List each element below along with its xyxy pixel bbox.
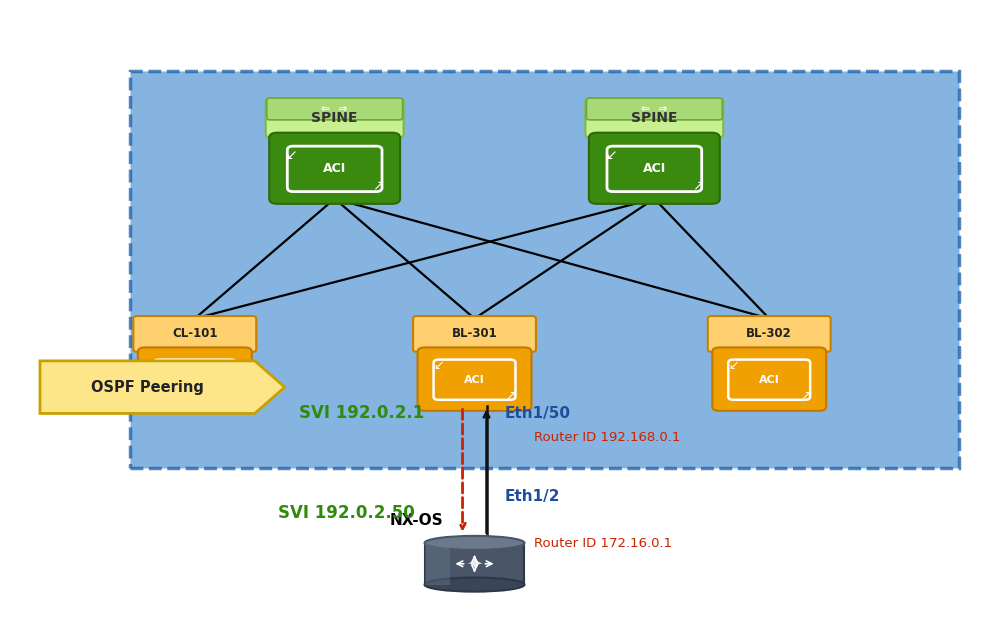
Text: CL-101: CL-101 (172, 328, 218, 340)
Text: ACI: ACI (642, 162, 666, 176)
Text: BL-301: BL-301 (452, 328, 498, 340)
Text: ↗: ↗ (373, 178, 385, 192)
FancyBboxPatch shape (418, 347, 531, 411)
Text: NX-OS: NX-OS (390, 513, 444, 528)
FancyBboxPatch shape (586, 98, 722, 120)
Text: SPINE: SPINE (312, 111, 358, 125)
Text: ACI: ACI (323, 162, 347, 176)
Text: SVI 192.0.2.1: SVI 192.0.2.1 (300, 404, 425, 422)
Text: ✦: ✦ (467, 554, 483, 573)
FancyBboxPatch shape (585, 99, 723, 137)
Text: ↙: ↙ (154, 359, 164, 372)
Polygon shape (40, 361, 285, 413)
Text: SVI 192.0.2.50: SVI 192.0.2.50 (278, 504, 415, 522)
FancyBboxPatch shape (414, 316, 535, 352)
Text: ACI: ACI (465, 375, 485, 385)
Text: ACI: ACI (759, 375, 779, 385)
Text: ACI: ACI (185, 375, 205, 385)
Text: ↗: ↗ (800, 390, 810, 403)
FancyBboxPatch shape (425, 543, 524, 585)
Text: ⇐  ⇒: ⇐ ⇒ (641, 104, 667, 114)
Text: ↙: ↙ (434, 359, 444, 372)
Text: ↗: ↗ (692, 178, 704, 192)
FancyBboxPatch shape (712, 347, 826, 411)
Ellipse shape (425, 578, 524, 592)
FancyBboxPatch shape (270, 133, 400, 204)
FancyBboxPatch shape (134, 316, 256, 352)
FancyBboxPatch shape (130, 71, 959, 468)
Ellipse shape (425, 536, 524, 550)
Text: SPINE: SPINE (631, 111, 677, 125)
FancyBboxPatch shape (138, 347, 252, 411)
Text: Eth1/2: Eth1/2 (504, 489, 560, 504)
Text: BL-302: BL-302 (746, 328, 792, 340)
Text: Router ID 192.168.0.1: Router ID 192.168.0.1 (534, 431, 681, 444)
Text: ↗: ↗ (226, 390, 236, 403)
Text: Eth1/50: Eth1/50 (504, 406, 570, 421)
FancyBboxPatch shape (707, 316, 831, 352)
FancyBboxPatch shape (425, 543, 450, 585)
Text: Router ID 172.16.0.1: Router ID 172.16.0.1 (534, 537, 672, 550)
Text: ↙: ↙ (604, 148, 616, 162)
Text: ↗: ↗ (505, 390, 515, 403)
FancyBboxPatch shape (589, 133, 719, 204)
Text: ↙: ↙ (285, 148, 297, 162)
FancyBboxPatch shape (267, 98, 403, 120)
Text: ⇐  ⇒: ⇐ ⇒ (322, 104, 348, 114)
Text: ↙: ↙ (728, 359, 738, 372)
Text: OSPF Peering: OSPF Peering (91, 379, 204, 395)
FancyBboxPatch shape (266, 99, 404, 137)
